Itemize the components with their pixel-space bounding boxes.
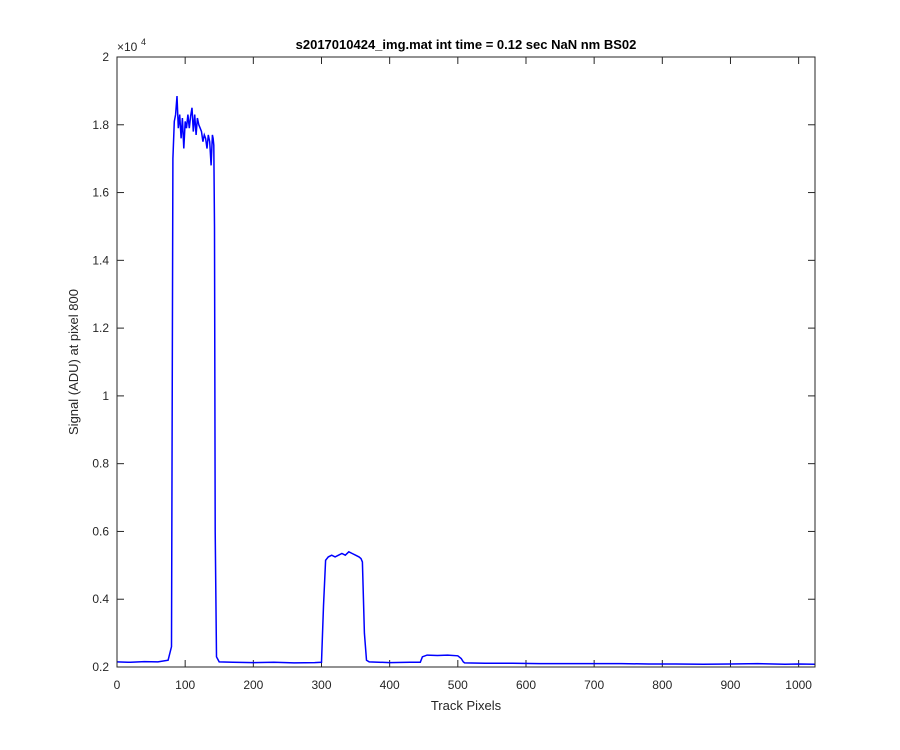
y-axis-label: Signal (ADU) at pixel 800: [66, 289, 81, 435]
y-tick-label: 0.4: [92, 592, 109, 606]
chart-title: s2017010424_img.mat int time = 0.12 sec …: [296, 37, 637, 52]
y-tick-label: 1.6: [92, 186, 109, 200]
x-tick-labels: 0 100 200 300 400 500 600 700 800 900 1000: [114, 678, 813, 692]
y-tick-label: 1.2: [92, 321, 109, 335]
y-tick-labels: 0.2 0.4 0.6 0.8 1 1.2 1.4 1.6 1.8 2: [92, 50, 109, 674]
y-tick-label: 2: [102, 50, 109, 64]
y-tick-label: 1.8: [92, 118, 109, 132]
x-tick-label: 200: [243, 678, 263, 692]
x-tick-label: 700: [584, 678, 604, 692]
x-tick-label: 1000: [785, 678, 812, 692]
y-tick-label: 1: [102, 389, 109, 403]
x-tick-label: 0: [114, 678, 121, 692]
x-tick-label: 400: [380, 678, 400, 692]
y-exponent-base: ×10: [117, 40, 138, 54]
series-line: [116, 95, 816, 666]
x-tick-label: 800: [652, 678, 672, 692]
y-tick-label: 0.6: [92, 524, 109, 538]
plot-area: [116, 56, 816, 668]
y-tick-label: 1.4: [92, 253, 109, 267]
x-tick-label: 600: [516, 678, 536, 692]
axis-ticks: [116, 56, 815, 668]
y-exponent-power: 4: [141, 37, 146, 47]
y-tick-label: 0.2: [92, 660, 109, 674]
x-tick-label: 500: [448, 678, 468, 692]
x-tick-label: 900: [720, 678, 740, 692]
x-axis-label: Track Pixels: [431, 698, 502, 713]
y-tick-label: 0.8: [92, 457, 109, 471]
x-tick-label: 100: [175, 678, 195, 692]
x-tick-label: 300: [311, 678, 331, 692]
